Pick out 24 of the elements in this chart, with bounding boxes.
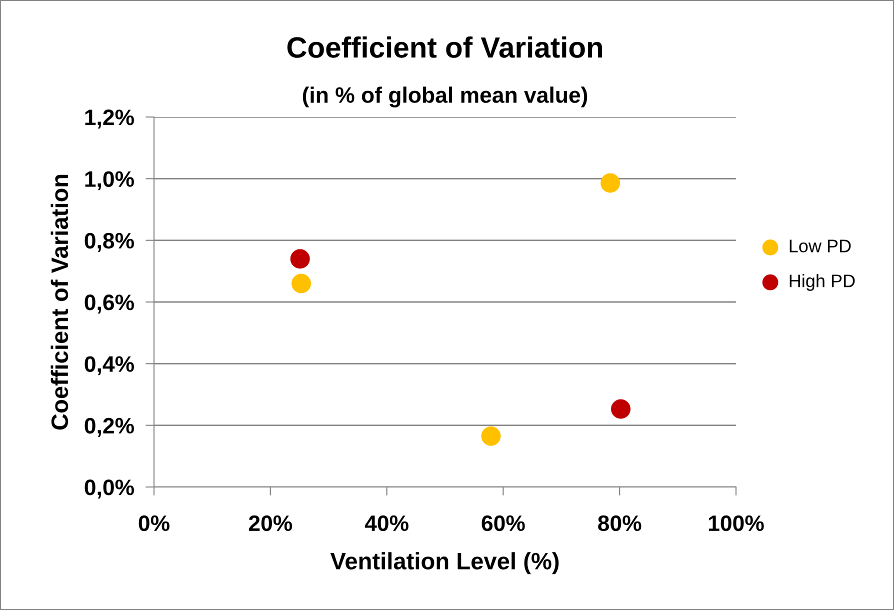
x-tick-label: 20% [248, 515, 292, 532]
x-tick-label: 60% [482, 515, 525, 532]
point [611, 399, 631, 419]
y-tick-label: 0,2% [84, 418, 134, 437]
point [600, 173, 620, 193]
y-tick-label: 0,0% [84, 480, 134, 498]
x-tick-label: 100% [708, 515, 764, 532]
y-tick-label: 0,6% [84, 294, 134, 314]
y-axis-title: Coefficient of Variation [50, 174, 68, 430]
x-tick-label: 40% [364, 515, 408, 532]
x-tick-label: 80% [598, 515, 642, 532]
point [291, 274, 311, 294]
point [481, 426, 501, 446]
x-axis-title: Ventilation Level (%) [330, 552, 559, 574]
y-tick-label: 0,4% [84, 356, 134, 376]
legend-label: Low PD [790, 240, 851, 252]
legend-label: High PD [790, 274, 855, 291]
y-tick-label: 1,0% [85, 171, 134, 190]
y-tick-label: 0,8% [84, 232, 134, 252]
x-tick-label: 0% [138, 515, 170, 532]
point [290, 249, 310, 269]
y-tick-label: 1,2% [85, 110, 134, 128]
chart-title: Coefficient of Variation [287, 36, 602, 58]
chart-subtitle: (in % of global mean value) [302, 86, 588, 108]
